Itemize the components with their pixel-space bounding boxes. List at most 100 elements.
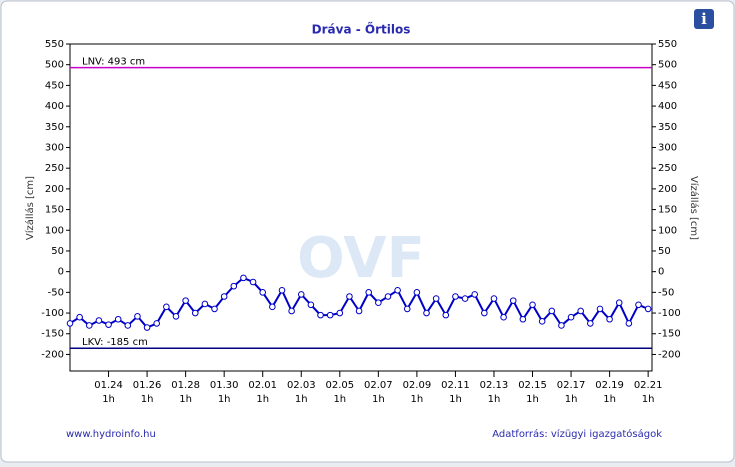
y2-tick-label: 50 [658, 246, 671, 257]
data-point [76, 313, 83, 321]
data-point [114, 315, 122, 323]
x-tick-sublabel: 1h [218, 394, 231, 405]
x-tick-label: 01.28 [171, 380, 200, 391]
data-point [567, 313, 575, 321]
reference-label: LNV: 493 cm [82, 57, 145, 68]
y2-tick-label: -50 [658, 287, 674, 298]
x-tick-sublabel: 1h [603, 394, 616, 405]
y2-tick-label: 350 [658, 122, 677, 133]
data-point [384, 293, 392, 300]
data-point [240, 274, 247, 282]
y-tick-label: 300 [45, 142, 64, 153]
y-tick-label: 200 [45, 184, 64, 195]
data-point [269, 303, 276, 311]
data-point [606, 315, 613, 323]
x-tick-label: 02.03 [287, 380, 316, 391]
y2-tick-label: 150 [658, 205, 677, 216]
data-point [297, 291, 305, 298]
y-tick-label: -100 [41, 308, 64, 319]
data-point [519, 315, 527, 323]
data-point [85, 322, 93, 329]
data-point [452, 293, 459, 300]
x-tick-label: 02.01 [248, 380, 277, 391]
y2-axis-title: Vízállás [cm] [688, 176, 700, 240]
data-point [500, 313, 507, 321]
x-tick-sublabel: 1h [256, 394, 269, 405]
data-point [134, 313, 141, 320]
x-tick-label: 02.17 [557, 380, 586, 391]
data-point [317, 311, 324, 319]
y-axis-title: Vízállás [cm] [24, 176, 36, 240]
data-point [529, 301, 536, 309]
data-point [153, 320, 161, 327]
y-tick-label: -50 [48, 287, 64, 298]
y-tick-label: 350 [45, 122, 64, 133]
x-tick-sublabel: 1h [488, 394, 501, 405]
data-point [211, 305, 218, 313]
x-tick-label: 01.24 [94, 380, 123, 391]
y-tick-label: 400 [45, 101, 64, 112]
data-point [461, 295, 469, 302]
data-point [288, 307, 295, 315]
y2-tick-label: -150 [658, 329, 681, 340]
data-point [509, 297, 517, 304]
data-point [249, 278, 257, 286]
data-point [587, 320, 594, 327]
y2-tick-label: 200 [658, 184, 677, 195]
data-point [432, 295, 440, 302]
data-point [490, 295, 498, 302]
data-point [230, 282, 238, 290]
x-tick-sublabel: 1h [526, 394, 539, 405]
x-tick-label: 02.21 [634, 380, 663, 391]
data-point [577, 307, 584, 315]
data-point [625, 320, 633, 327]
x-tick-sublabel: 1h [565, 394, 578, 405]
x-tick-label: 02.09 [403, 380, 432, 391]
data-point [143, 324, 151, 331]
y-tick-label: 250 [45, 163, 64, 174]
y2-tick-label: 500 [658, 60, 677, 71]
x-tick-sublabel: 1h [333, 394, 346, 405]
footer-link[interactable]: www.hydroinfo.hu [66, 429, 156, 440]
data-point [326, 311, 334, 319]
data-point [105, 321, 112, 328]
data-point [423, 309, 430, 317]
data-point [336, 309, 344, 317]
footer-source: Adatforrás: vízügyi igazgatóságok [492, 428, 662, 440]
svg-text:i: i [701, 10, 707, 28]
reference-label: LKV: -185 cm [82, 337, 148, 348]
x-tick-sublabel: 1h [642, 394, 655, 405]
data-point [259, 289, 267, 296]
info-icon[interactable]: i [694, 9, 714, 29]
data-point [481, 309, 488, 317]
data-point [442, 311, 450, 319]
x-tick-label: 01.26 [133, 380, 162, 391]
watermark: OVF [297, 226, 425, 291]
data-point [124, 322, 132, 329]
y-tick-label: -150 [41, 329, 64, 340]
x-tick-label: 02.13 [480, 380, 509, 391]
x-tick-label: 02.07 [364, 380, 393, 391]
x-tick-sublabel: 1h [102, 394, 115, 405]
x-tick-sublabel: 1h [179, 394, 192, 405]
y-tick-label: 550 [45, 39, 64, 50]
x-tick-sublabel: 1h [411, 394, 424, 405]
y-tick-label: 0 [58, 267, 64, 278]
data-point [394, 286, 401, 294]
data-point [538, 318, 546, 325]
y-tick-label: 450 [45, 80, 64, 91]
y-tick-label: 50 [51, 246, 64, 257]
y2-tick-label: 450 [658, 80, 677, 91]
data-point [375, 299, 382, 307]
data-point [278, 286, 286, 294]
x-tick-sublabel: 1h [295, 394, 308, 405]
x-tick-sublabel: 1h [141, 394, 154, 405]
data-point [163, 303, 170, 311]
chart-title: Dráva - Őrtilos [312, 22, 411, 37]
data-point [548, 307, 556, 315]
data-point [95, 317, 103, 324]
data-point [66, 320, 74, 327]
y2-tick-label: 550 [658, 39, 677, 50]
data-point [355, 307, 363, 315]
